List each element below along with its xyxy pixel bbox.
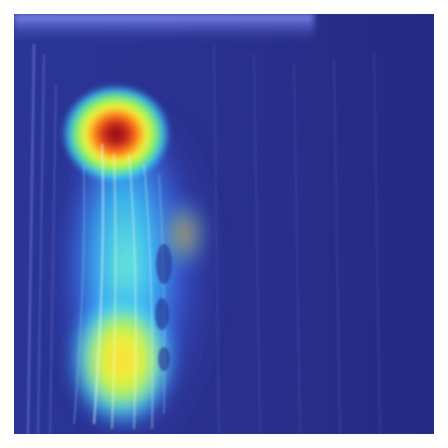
attention-heatmap-image — [14, 14, 434, 434]
heatmap-svg — [14, 14, 434, 434]
lower-peak-hotspot — [67, 289, 177, 429]
dark-blotches — [155, 244, 172, 371]
bright-strands — [73, 143, 165, 430]
upper-peak-hotspot — [61, 84, 171, 184]
top-bright-band — [14, 14, 314, 42]
side-warm-glow — [158, 194, 210, 274]
